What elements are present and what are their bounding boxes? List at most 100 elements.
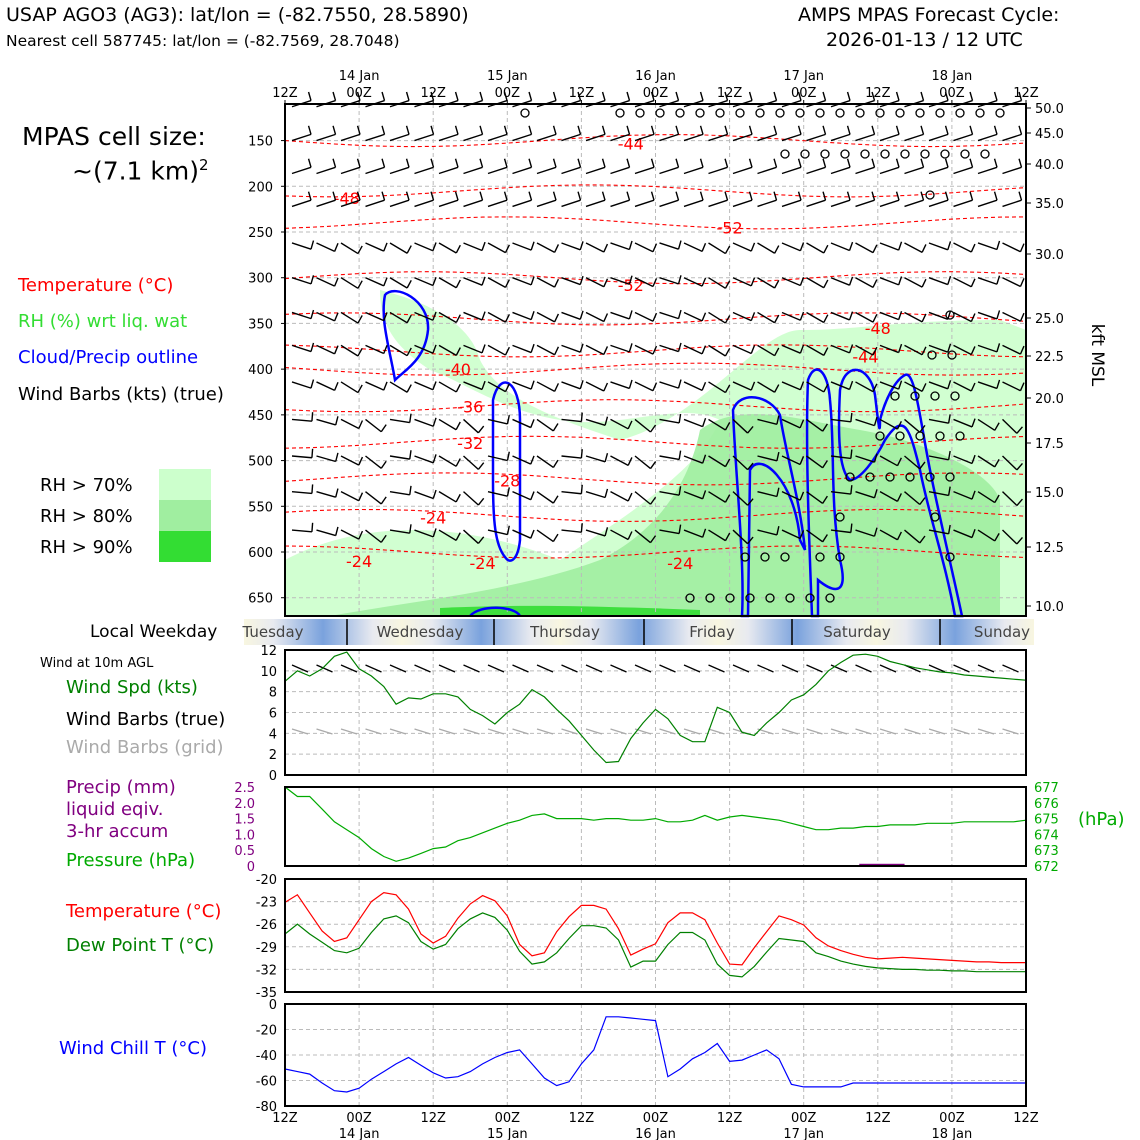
wind-barb [732, 133, 753, 142]
calm-wind-circle [895, 108, 905, 118]
wind-barb [340, 455, 360, 466]
wind-barb-flag [947, 275, 952, 285]
temperature-contour-label: -24 [420, 508, 446, 527]
wind-barb [683, 242, 703, 253]
wind-barb [683, 381, 703, 392]
wind-barb-flag [528, 91, 533, 101]
wind-barb-flag [577, 158, 582, 168]
wind-barb [610, 277, 630, 285]
weekday-label: Friday [689, 623, 735, 641]
wind-barb-flag [947, 450, 951, 460]
wind-barb-flag [724, 315, 731, 324]
top-time-hour-label: 12Z [420, 86, 446, 101]
legend-precip-line3: 3-hr accum [66, 821, 169, 842]
pressure-tick-label: 600 [248, 546, 273, 561]
wind-barb [414, 344, 434, 354]
wind-barb-flag [797, 91, 802, 101]
wind-barb-flag [580, 523, 583, 533]
calm-wind-circle [865, 472, 875, 482]
wind-barb-flag [871, 191, 876, 201]
precip-tick-label: 1.5 [234, 813, 255, 828]
wind-barb-flag [822, 423, 828, 432]
wind-barb [585, 166, 606, 175]
wind-barb [634, 344, 654, 355]
wind-barb [414, 455, 434, 464]
wind-barb-flag [920, 125, 925, 135]
calm-wind-circle [840, 149, 850, 159]
wind-barb [953, 166, 973, 175]
wind-barb [316, 166, 336, 175]
wind-barb-flag [970, 278, 976, 288]
wind-barb [561, 490, 582, 495]
top-time-hour-label: 12Z [717, 86, 743, 101]
wind-barb-flag [797, 191, 802, 201]
wind-barb-flag [506, 487, 510, 497]
wind-barb [316, 133, 336, 142]
wind-barb [634, 381, 654, 392]
wind-chill-series [284, 1016, 1026, 1093]
surface-wind-barb [316, 664, 333, 673]
grid-wind-barb [683, 728, 701, 735]
grid-wind-barb [585, 728, 603, 735]
wind-barb-flag [799, 242, 805, 252]
wind-barb-flag [432, 311, 437, 321]
wind-barb [855, 344, 874, 356]
surface-wind-barb [561, 664, 578, 673]
wind-barb [683, 199, 704, 208]
temperature-contour-label: -32 [457, 434, 483, 453]
top-date-label: 17 Jan [783, 69, 824, 84]
wind-barb [806, 455, 824, 469]
wind-barb [389, 455, 410, 460]
wind-barb-flag [944, 158, 949, 168]
wind-barb-flag [477, 462, 485, 470]
wind-barb-flag [650, 125, 655, 135]
wind-barb-flag [552, 125, 557, 135]
wind-barb [781, 311, 801, 321]
wind-barb-flag [333, 345, 339, 355]
kft-tick-label: 45.0 [1035, 127, 1064, 142]
wind-barb [683, 418, 703, 428]
wind-barb-flag [503, 191, 508, 201]
wind-barb-flag [381, 125, 386, 135]
cloud-outline [731, 396, 807, 618]
wind-barb-flag [947, 310, 952, 320]
calm-wind-circle [815, 108, 825, 118]
wind-barb-flag [333, 242, 339, 252]
wind-barb-flag [528, 191, 533, 201]
grid-wind-barb [512, 728, 529, 735]
temperature-contour-label: -24 [667, 554, 693, 573]
wind-barb [1002, 381, 1021, 392]
wind-barb-flag [848, 276, 854, 286]
wind-barb [291, 242, 312, 250]
calm-wind-circle [715, 108, 725, 118]
wind-barb-flag [506, 525, 510, 535]
temperature-contour-label: -52 [717, 218, 743, 237]
wind-barb-flag [333, 381, 339, 391]
wind-barb [977, 418, 996, 431]
wind-barb [365, 491, 382, 505]
wind-speed-tick-label: 8 [269, 686, 277, 701]
wind-barb-flag [579, 310, 584, 320]
temperature-tick-label: -20 [256, 873, 277, 888]
wind-barb [585, 133, 606, 142]
wind-barb-flag [432, 381, 437, 391]
wind-barb [708, 166, 728, 175]
wind-barb-flag [481, 241, 486, 251]
wind-barb-flag [1019, 312, 1025, 322]
wind-barb-flag [627, 420, 633, 430]
wind-barb [634, 418, 651, 433]
grid-wind-barb [316, 728, 333, 735]
wind-barb [610, 529, 629, 541]
wind-barb [291, 277, 312, 285]
wind-barb [438, 529, 457, 541]
wind-barb-flag [406, 384, 412, 393]
wind-barb-flag [823, 347, 829, 356]
legend-wind-barbs-grid: Wind Barbs (grid) [66, 737, 224, 758]
wind-barb-flag [919, 535, 926, 544]
wind-barb-flag [994, 458, 1000, 468]
wind-barb-flag [554, 244, 560, 253]
wind-barb-flag [530, 241, 535, 251]
wind-barb-flag [626, 191, 631, 201]
grid-wind-barb [879, 728, 897, 735]
top-time-hour-label: 12Z [569, 86, 595, 101]
